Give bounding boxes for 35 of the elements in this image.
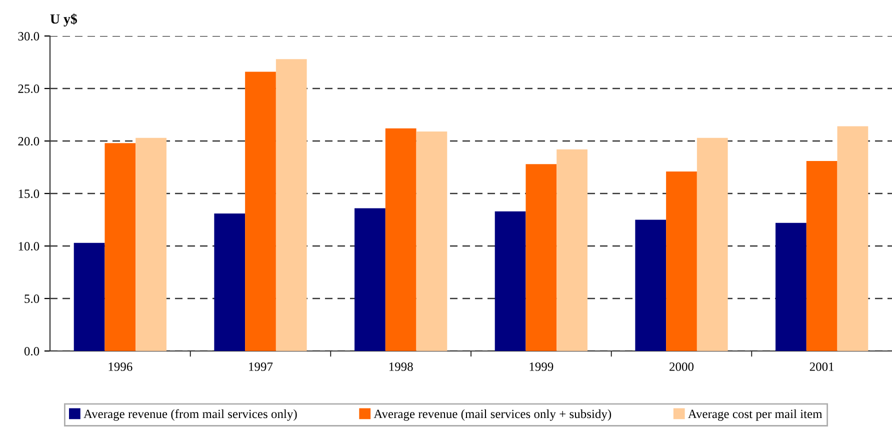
bar xyxy=(696,138,728,351)
legend-label: Average revenue (mail services only + subsidy) xyxy=(374,409,612,421)
y-axis-title: U y$ xyxy=(50,13,77,27)
bar xyxy=(104,143,136,351)
bar xyxy=(806,160,838,351)
legend-label: Average revenue (from mail services only) xyxy=(84,409,297,421)
bar xyxy=(556,149,588,351)
bar xyxy=(385,128,416,351)
y-tick-label: 5.0 xyxy=(24,294,40,304)
bar xyxy=(416,132,448,351)
bar xyxy=(214,213,246,351)
y-tick-label: 20.0 xyxy=(18,137,40,146)
x-tick-label: 2001 xyxy=(810,362,834,371)
x-tick-label: 1996 xyxy=(108,362,132,371)
bar xyxy=(837,126,868,351)
bar xyxy=(354,208,386,351)
x-tick-label: 1998 xyxy=(389,362,413,371)
y-tick-label: 15.0 xyxy=(18,190,40,198)
bar xyxy=(776,222,806,351)
y-tick-label: 0.0 xyxy=(24,347,40,356)
bar xyxy=(666,171,697,351)
y-tick-label: 10.0 xyxy=(18,242,40,251)
bar xyxy=(526,164,557,351)
bar xyxy=(136,138,166,351)
x-tick-label: 2000 xyxy=(670,362,694,371)
bar xyxy=(494,211,526,351)
bar xyxy=(74,242,105,351)
x-tick-label: 1997 xyxy=(249,362,273,371)
bar xyxy=(245,72,276,351)
bar xyxy=(635,220,666,351)
y-tick-label: 25.0 xyxy=(18,84,40,94)
x-tick-label: 1999 xyxy=(530,362,554,371)
bar xyxy=(276,59,307,351)
legend-label: Average cost per mail item xyxy=(688,409,822,421)
y-tick-label: 30.0 xyxy=(18,32,40,41)
